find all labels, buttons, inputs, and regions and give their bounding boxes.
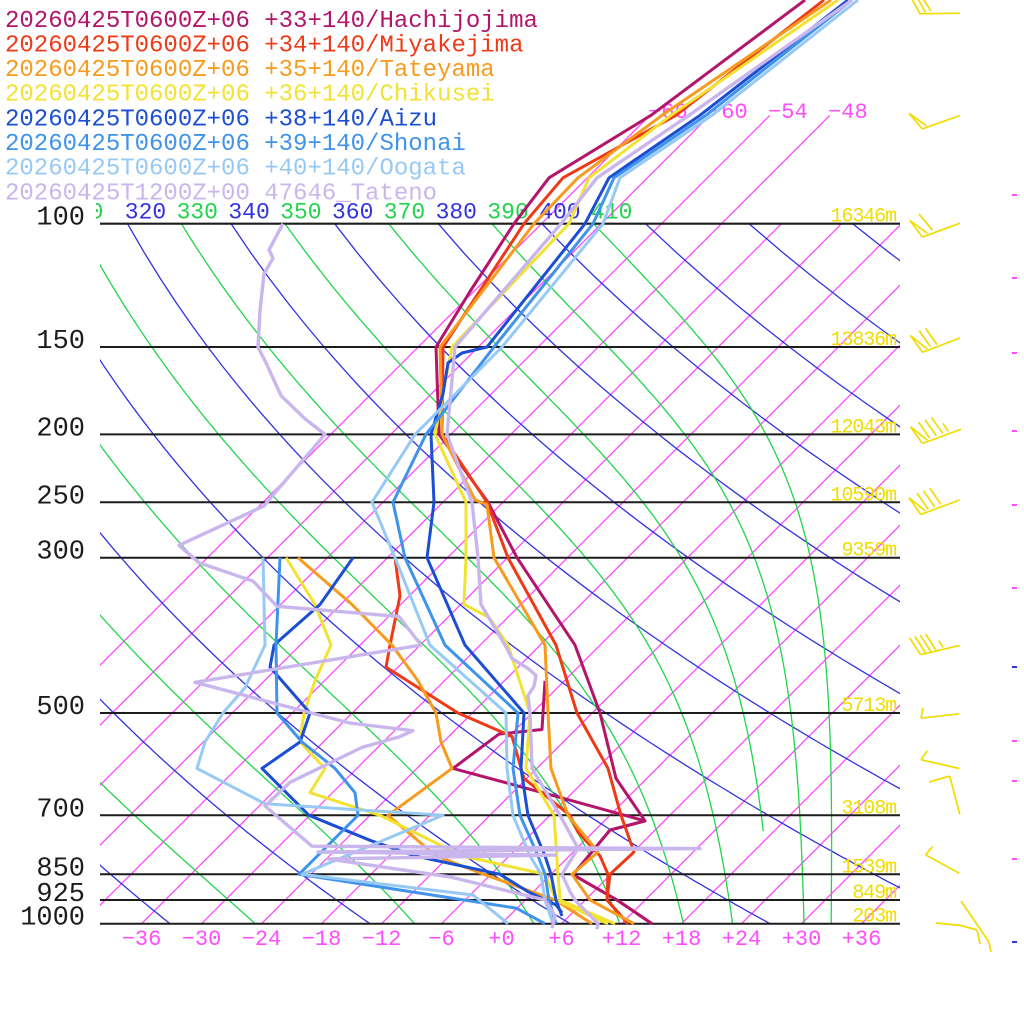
svg-text:12043m: 12043m (831, 416, 897, 439)
svg-text:−12: −12 (362, 927, 402, 952)
svg-text:300: 300 (36, 538, 85, 568)
svg-text:+24: +24 (722, 927, 762, 952)
svg-text:1539m: 1539m (841, 856, 896, 879)
svg-text:370: 370 (384, 200, 425, 226)
svg-text:−30: −30 (182, 927, 222, 952)
svg-text:+6: +6 (548, 927, 574, 952)
svg-text:+36: +36 (842, 927, 882, 952)
svg-text:+0: +0 (488, 927, 514, 952)
svg-text:100: 100 (36, 204, 85, 234)
svg-text:925: 925 (36, 880, 85, 910)
svg-text:350: 350 (280, 200, 321, 226)
svg-text:5713m: 5713m (841, 695, 896, 718)
svg-text:10590m: 10590m (831, 484, 897, 507)
svg-text:−18: −18 (302, 927, 342, 952)
svg-text:700: 700 (36, 795, 85, 825)
svg-text:360: 360 (332, 200, 373, 226)
svg-text:9359m: 9359m (841, 540, 896, 563)
svg-text:310: 310 (62, 200, 103, 226)
svg-text:+30: +30 (782, 927, 822, 952)
svg-text:380: 380 (436, 200, 477, 226)
svg-text:3108m: 3108m (841, 797, 896, 820)
svg-text:20260425T0600Z+06 +34+140/Miya: 20260425T0600Z+06 +34+140/Miyakejima (5, 33, 523, 60)
svg-text:320: 320 (125, 200, 166, 226)
svg-text:20260425T0600Z+06 +38+140/Aizu: 20260425T0600Z+06 +38+140/Aizu (5, 106, 437, 133)
svg-text:330: 330 (177, 200, 218, 226)
svg-text:20260425T1200Z+00 47646_Tateno: 20260425T1200Z+00 47646_Tateno (5, 180, 437, 207)
svg-text:203m: 203m (852, 906, 896, 929)
svg-text:20260425T0600Z+06 +40+140/Ooga: 20260425T0600Z+06 +40+140/Oogata (5, 156, 466, 183)
svg-text:500: 500 (36, 693, 85, 723)
svg-text:16346m: 16346m (831, 206, 897, 229)
svg-text:20260425T0600Z+06 +39+140/Shon: 20260425T0600Z+06 +39+140/Shonai (5, 131, 466, 158)
svg-text:250: 250 (36, 482, 85, 512)
svg-text:200: 200 (36, 414, 85, 444)
svg-text:−48: −48 (828, 100, 868, 125)
svg-text:20260425T0600Z+06 +33+140/Hach: 20260425T0600Z+06 +33+140/Hachijojima (5, 8, 538, 35)
svg-text:−36: −36 (122, 927, 162, 952)
svg-text:−6: −6 (428, 927, 454, 952)
svg-text:150: 150 (36, 327, 85, 357)
svg-text:13836m: 13836m (831, 329, 897, 352)
svg-text:+12: +12 (602, 927, 642, 952)
svg-text:+18: +18 (662, 927, 702, 952)
svg-text:850: 850 (36, 854, 85, 884)
svg-text:340: 340 (228, 200, 269, 226)
svg-text:1000: 1000 (20, 904, 85, 934)
svg-text:−24: −24 (242, 927, 282, 952)
svg-text:849m: 849m (852, 882, 896, 905)
svg-text:20260425T0600Z+06 +35+140/Tate: 20260425T0600Z+06 +35+140/Tateyama (5, 57, 495, 84)
svg-text:−54: −54 (768, 100, 808, 125)
svg-text:20260425T0600Z+06 +36+140/Chik: 20260425T0600Z+06 +36+140/Chikusei (5, 82, 495, 109)
